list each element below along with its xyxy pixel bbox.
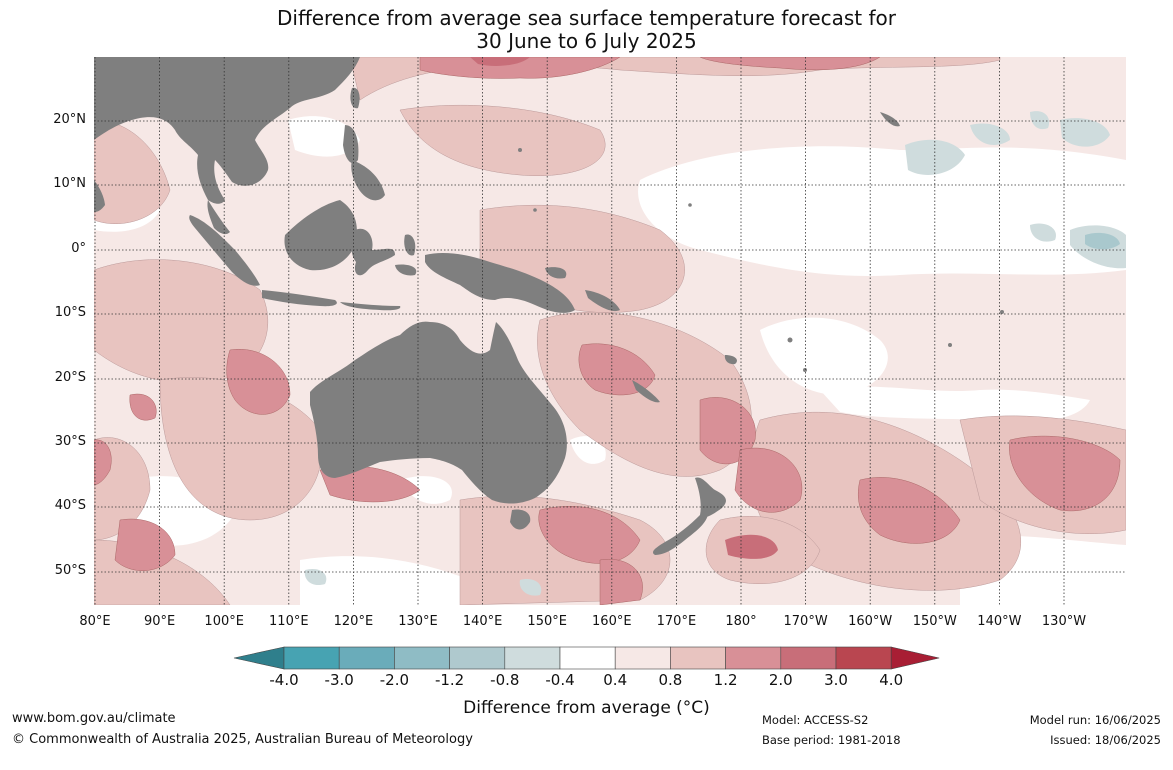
latitude-label: 20°S: [54, 370, 86, 385]
latitude-label: 40°S: [54, 498, 86, 513]
colorbar-cell: [283, 646, 340, 670]
longitude-label: 110°E: [269, 614, 309, 629]
colorbar-cell: [780, 646, 837, 670]
colorbar-label: Difference from average (°C): [463, 698, 710, 718]
colorbar-tick-label: 3.0: [824, 671, 848, 689]
longitude-label: 150°E: [527, 614, 567, 629]
colorbar-tick-label: -1.2: [434, 671, 465, 689]
issued-date: Issued: 18/06/2025: [1050, 733, 1161, 747]
copyright-notice: © Commonwealth of Australia 2025, Austra…: [12, 732, 473, 747]
latitude-label: 20°N: [53, 112, 86, 127]
latitude-label: 10°N: [53, 176, 86, 191]
colorbar-tick-label: -3.0: [324, 671, 354, 689]
land-masses: [94, 57, 1004, 555]
longitude-label: 120°E: [333, 614, 374, 629]
colorbar-cell: [394, 646, 450, 670]
colorbar-tick-label: -2.0: [379, 671, 410, 689]
model-name: Model: ACCESS-S2: [762, 713, 869, 727]
longitude-label: 160°W: [848, 614, 893, 629]
longitude-label: 170°E: [656, 614, 697, 629]
base-period: Base period: 1981-2018: [762, 733, 901, 747]
colorbar-tick-label: 0.4: [603, 671, 628, 689]
colorbar-cell: [614, 646, 671, 670]
bom-url: www.bom.gov.au/climate: [12, 711, 176, 726]
colorbar-min-extend: [233, 646, 285, 670]
cool-core-area: [1085, 232, 1120, 250]
colorbar-cell: [670, 646, 726, 670]
latitude-label: 10°S: [54, 305, 86, 320]
colorbar-max-extend: [890, 646, 940, 670]
anomaly-2.0-3.0-areas: [470, 57, 778, 559]
longitude-label: 130°W: [1041, 614, 1087, 629]
longitude-label: 170°W: [783, 614, 828, 629]
colorbar-tick-label: 4.0: [879, 671, 904, 689]
near-average-areas: [94, 116, 1126, 605]
colorbar-cell: [338, 646, 395, 670]
colorbar-tick-label: 2.0: [768, 671, 793, 689]
colorbar-cell: [835, 646, 892, 670]
longitude-label: 180°: [725, 614, 757, 629]
latitude-label: 30°S: [54, 434, 86, 449]
longitude-label: 160°E: [592, 614, 632, 629]
colorbar-cell: [559, 646, 616, 670]
model-run-date: Model run: 16/06/2025: [1029, 713, 1161, 727]
colorbar-tick-label: 0.8: [658, 671, 683, 689]
map-title-line2: 30 June to 6 July 2025: [476, 29, 697, 53]
longitude-label: 150°W: [912, 614, 957, 629]
longitude-label: 130°E: [398, 614, 438, 629]
longitude-label: 80°E: [79, 614, 111, 629]
colorbar-tick-label: -0.8: [490, 671, 520, 689]
colorbar-tick-label: 1.2: [713, 671, 738, 689]
colorbar-cell: [504, 646, 561, 670]
longitude-label: 140°W: [977, 614, 1022, 629]
latitude-label: 0°: [71, 241, 86, 256]
longitude-label: 90°E: [143, 614, 176, 629]
graticule: [94, 57, 1126, 605]
colorbar-tick-label: -4.0: [269, 671, 299, 689]
colorbar-cell: [449, 646, 506, 670]
map-title-line1: Difference from average sea surface temp…: [276, 6, 896, 30]
anomaly-1.2-2.0-areas: [94, 57, 1121, 605]
latitude-label: 50°S: [54, 563, 86, 578]
longitude-label: 140°E: [462, 614, 503, 629]
colorbar-tick-label: -0.4: [545, 671, 575, 689]
colorbar-cell: [725, 646, 782, 670]
longitude-label: 100°E: [204, 614, 244, 629]
